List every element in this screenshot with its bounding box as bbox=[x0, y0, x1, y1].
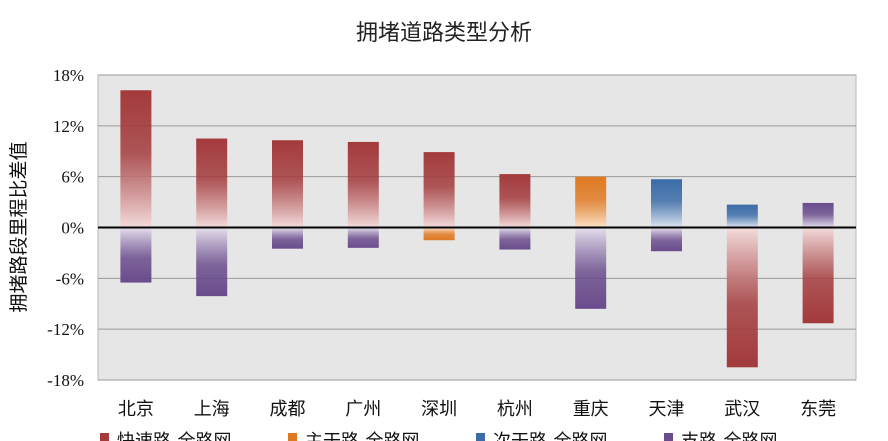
bar-1-6 bbox=[575, 176, 607, 228]
bar-2-8 bbox=[726, 204, 758, 228]
y-tick-label: 12% bbox=[53, 117, 84, 136]
y-axis-label: 拥堵路段里程比差值 bbox=[8, 141, 30, 312]
x-category-label: 上海 bbox=[194, 399, 230, 420]
x-category-label: 重庆 bbox=[573, 399, 609, 420]
bar-3-2 bbox=[272, 227, 303, 249]
y-tick-label: -6% bbox=[56, 269, 84, 288]
x-category-label: 杭州 bbox=[497, 399, 533, 420]
y-tick-label: 6% bbox=[61, 168, 84, 187]
bars bbox=[120, 90, 834, 368]
x-category-label: 成都 bbox=[270, 399, 306, 420]
bar-3-5 bbox=[499, 227, 531, 250]
x-category-label: 北京 bbox=[118, 399, 154, 420]
legend-label: 支路-全路网 bbox=[681, 431, 778, 441]
bar-2-7 bbox=[651, 179, 682, 228]
y-tick-label: 0% bbox=[61, 219, 84, 238]
x-category-label: 天津 bbox=[649, 399, 685, 420]
bar-3-1 bbox=[196, 227, 228, 297]
bar-3-3 bbox=[347, 227, 379, 248]
x-category-label: 深圳 bbox=[421, 399, 457, 420]
legend-label: 主干路-全路网 bbox=[305, 431, 420, 441]
y-tick-label: 18% bbox=[53, 66, 84, 85]
bar-0-1 bbox=[196, 138, 228, 228]
y-tick-label: -18% bbox=[47, 371, 84, 390]
bar-1-4 bbox=[423, 227, 455, 241]
x-category-label: 东莞 bbox=[800, 399, 836, 420]
legend: 快速路-全路网 主干路-全路网 次干路-全路网 支路-全路网 bbox=[100, 431, 778, 441]
bar-3-9 bbox=[802, 202, 834, 228]
chart-title: 拥堵道路类型分析 bbox=[356, 21, 532, 46]
x-category-label: 广州 bbox=[345, 399, 381, 420]
bar-0-8 bbox=[726, 227, 758, 368]
bar-3-0 bbox=[120, 227, 152, 283]
bar-0-3 bbox=[347, 141, 379, 228]
x-category-labels: 北京 上海 成都 广州 深圳 杭州 重庆 天津 武汉 东莞 bbox=[118, 399, 836, 420]
y-tick-label: -12% bbox=[47, 320, 84, 339]
bar-0-5 bbox=[499, 174, 531, 228]
legend-swatch bbox=[476, 433, 485, 441]
legend-swatch bbox=[288, 433, 297, 441]
y-tick-labels: 18% 12% 6% 0% -6% -12% -18% bbox=[47, 66, 84, 390]
bar-3-6 bbox=[575, 227, 607, 309]
bar-0-0 bbox=[120, 90, 152, 228]
bar-0-2 bbox=[272, 140, 303, 228]
legend-label: 次干路-全路网 bbox=[493, 431, 608, 441]
legend-label: 快速路-全路网 bbox=[117, 431, 232, 441]
x-category-label: 武汉 bbox=[724, 399, 760, 420]
legend-swatch bbox=[100, 433, 109, 441]
bar-3-7 bbox=[651, 227, 682, 252]
bar-0-9 bbox=[802, 227, 834, 324]
bar-0-4 bbox=[423, 152, 455, 228]
legend-swatch bbox=[664, 433, 673, 441]
